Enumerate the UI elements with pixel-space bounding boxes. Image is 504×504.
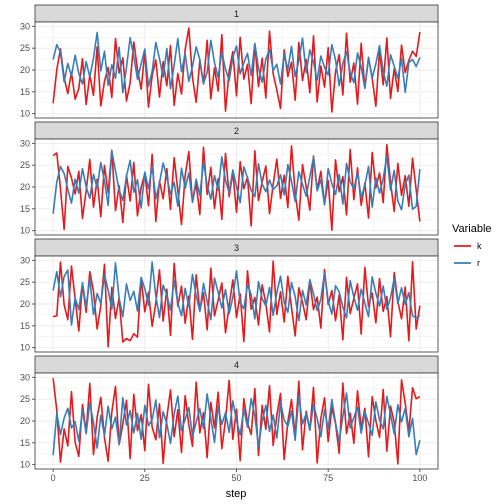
gridlines: [35, 256, 438, 352]
y-tick-label: 10: [20, 460, 30, 470]
legend-items: kr: [454, 241, 482, 268]
legend-title: Variable: [452, 223, 492, 235]
x-tick-label: 75: [323, 473, 333, 483]
y-tick-label: 25: [20, 160, 30, 170]
series-line-r: [52, 31, 421, 94]
y-tick-label: 30: [20, 138, 30, 148]
y-tick-label: 30: [20, 255, 30, 265]
series-line-k: [52, 378, 421, 465]
y-tick-label: 10: [20, 226, 30, 236]
facet-strip-label: 1: [234, 9, 239, 19]
y-tick-label: 15: [20, 321, 30, 331]
facet-strip-label: 3: [234, 243, 239, 253]
x-tick-label: 100: [412, 473, 427, 483]
series-line-r: [52, 261, 421, 326]
y-axis: 10 15 20 25 30: [20, 372, 35, 470]
series-line-r: [52, 150, 421, 214]
y-tick-label: 30: [20, 21, 30, 31]
y-tick-label: 10: [20, 343, 30, 353]
x-tick-label: 50: [231, 473, 241, 483]
y-tick-label: 20: [20, 416, 30, 426]
y-tick-label: 25: [20, 394, 30, 404]
y-tick-label: 15: [20, 87, 30, 97]
facet-panel-2: 2 10 15 20 25 30: [20, 121, 439, 236]
y-axis: 10 15 20 25 30: [20, 21, 35, 119]
y-tick-label: 20: [20, 299, 30, 309]
facet-panel-3: 3 10 15 20 25 30: [20, 238, 439, 353]
x-tick-label: 0: [51, 473, 56, 483]
facet-panel-4: 4 10 15 20 25 30: [20, 355, 439, 470]
legend: Variable kr: [452, 223, 492, 268]
y-tick-label: 30: [20, 372, 30, 382]
facet-strip-label: 4: [234, 360, 239, 370]
y-tick-label: 15: [20, 438, 30, 448]
x-tick-label: 25: [140, 473, 150, 483]
y-tick-label: 20: [20, 182, 30, 192]
series-line-r: [52, 392, 421, 456]
legend-item-r: r: [454, 258, 480, 268]
x-axis-title: step: [226, 488, 247, 500]
y-tick-label: 25: [20, 277, 30, 287]
legend-label-r: r: [477, 258, 480, 268]
x-axis: 0 25 50 75 100: [51, 469, 427, 483]
legend-label-k: k: [477, 241, 482, 251]
facet-strip-label: 2: [234, 126, 239, 136]
series-line-k: [52, 27, 421, 113]
facet-panel-1: 1 10 15 20 25 30: [20, 4, 439, 119]
y-tick-label: 25: [20, 43, 30, 53]
y-tick-label: 10: [20, 109, 30, 119]
y-axis: 10 15 20 25 30: [20, 255, 35, 353]
y-tick-label: 20: [20, 65, 30, 75]
legend-item-k: k: [454, 241, 482, 251]
panels-layer: 1 10 15 20 25 30 2 10 15 20 25 30 3 10 15 20 25 30 4 10 15 20…: [20, 4, 439, 470]
y-tick-label: 15: [20, 204, 30, 214]
y-axis: 10 15 20 25 30: [20, 138, 35, 236]
